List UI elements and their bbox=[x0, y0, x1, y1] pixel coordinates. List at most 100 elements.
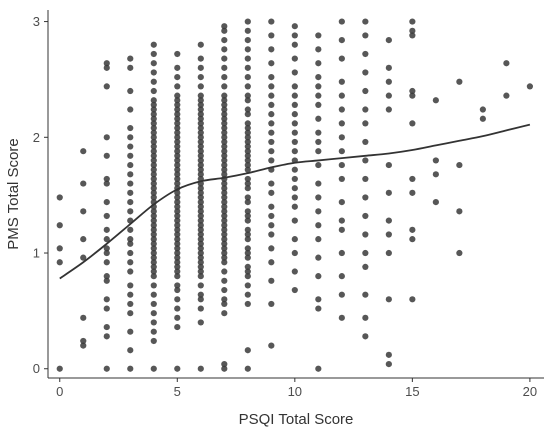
data-point bbox=[174, 120, 181, 127]
data-point bbox=[197, 134, 204, 141]
data-point bbox=[150, 217, 157, 224]
data-point bbox=[291, 217, 298, 224]
data-point bbox=[385, 161, 392, 169]
data-point bbox=[244, 134, 251, 141]
data-point bbox=[315, 365, 322, 372]
data-point bbox=[150, 41, 157, 48]
data-point bbox=[127, 328, 134, 335]
data-point bbox=[221, 300, 228, 308]
data-point bbox=[150, 310, 157, 317]
data-point bbox=[56, 222, 63, 229]
data-point bbox=[221, 277, 228, 284]
data-point bbox=[150, 143, 157, 150]
x-axis-ticks: 0 5 10 15 20 bbox=[56, 378, 537, 399]
data-point bbox=[197, 161, 204, 169]
data-point bbox=[244, 245, 251, 252]
data-point bbox=[150, 319, 157, 326]
data-point bbox=[150, 60, 157, 67]
data-point bbox=[150, 138, 157, 146]
data-point bbox=[174, 231, 181, 238]
data-points bbox=[56, 18, 534, 372]
data-point bbox=[291, 41, 298, 48]
data-point bbox=[221, 74, 228, 81]
data-point bbox=[315, 305, 322, 312]
data-point bbox=[197, 291, 204, 298]
data-point bbox=[127, 268, 134, 275]
data-point bbox=[103, 273, 110, 280]
data-point bbox=[197, 231, 204, 238]
data-point bbox=[291, 185, 298, 192]
data-point bbox=[150, 120, 157, 127]
data-point bbox=[291, 120, 298, 127]
data-point bbox=[409, 87, 416, 95]
data-point bbox=[197, 305, 204, 312]
data-point bbox=[150, 101, 157, 108]
data-point bbox=[291, 175, 298, 183]
data-point bbox=[174, 203, 181, 210]
data-point bbox=[197, 185, 204, 192]
data-point bbox=[197, 254, 204, 261]
data-point bbox=[197, 171, 204, 178]
data-point bbox=[103, 175, 110, 183]
data-point bbox=[103, 259, 110, 266]
data-point bbox=[127, 291, 134, 298]
data-point bbox=[244, 263, 251, 271]
data-point bbox=[221, 23, 228, 30]
data-point bbox=[197, 74, 204, 81]
data-point bbox=[150, 157, 157, 164]
data-point bbox=[221, 138, 228, 146]
data-point bbox=[103, 226, 110, 233]
data-point bbox=[80, 208, 87, 215]
data-point bbox=[56, 259, 63, 266]
data-point bbox=[103, 296, 110, 303]
data-point bbox=[268, 74, 275, 81]
data-point bbox=[103, 277, 110, 284]
data-point bbox=[385, 249, 392, 257]
data-point bbox=[221, 46, 228, 53]
data-point bbox=[291, 101, 298, 108]
data-point bbox=[150, 78, 157, 85]
data-point bbox=[174, 157, 181, 164]
data-point bbox=[127, 347, 134, 354]
data-point bbox=[338, 249, 345, 257]
data-point bbox=[103, 134, 110, 141]
data-point bbox=[362, 50, 369, 58]
data-point bbox=[338, 106, 345, 113]
data-point bbox=[150, 222, 157, 229]
data-point bbox=[432, 97, 439, 104]
data-point bbox=[197, 259, 204, 266]
data-point bbox=[174, 171, 181, 178]
data-point bbox=[80, 342, 87, 349]
data-point bbox=[244, 175, 251, 183]
data-point bbox=[268, 148, 275, 155]
data-point bbox=[197, 111, 204, 118]
data-point bbox=[174, 305, 181, 312]
data-point bbox=[362, 333, 369, 340]
data-point bbox=[197, 268, 204, 275]
data-point bbox=[221, 189, 228, 196]
data-point bbox=[362, 69, 369, 76]
data-point bbox=[80, 148, 87, 155]
data-point bbox=[244, 97, 251, 104]
data-point bbox=[80, 254, 87, 261]
data-point bbox=[150, 291, 157, 298]
data-point bbox=[362, 18, 369, 25]
data-point bbox=[174, 268, 181, 275]
data-point bbox=[221, 157, 228, 164]
data-point bbox=[291, 194, 298, 201]
x-tick-label: 15 bbox=[405, 384, 419, 399]
data-point bbox=[221, 55, 228, 62]
data-point bbox=[221, 124, 228, 132]
data-point bbox=[103, 236, 110, 243]
data-point bbox=[291, 286, 298, 294]
data-point bbox=[338, 226, 345, 233]
data-point bbox=[244, 120, 251, 127]
data-point bbox=[221, 310, 228, 317]
data-point bbox=[268, 245, 275, 252]
data-point bbox=[338, 78, 345, 85]
data-point bbox=[174, 143, 181, 150]
data-point bbox=[315, 101, 322, 108]
data-point bbox=[479, 106, 486, 113]
data-point bbox=[174, 296, 181, 303]
data-point bbox=[221, 148, 228, 155]
